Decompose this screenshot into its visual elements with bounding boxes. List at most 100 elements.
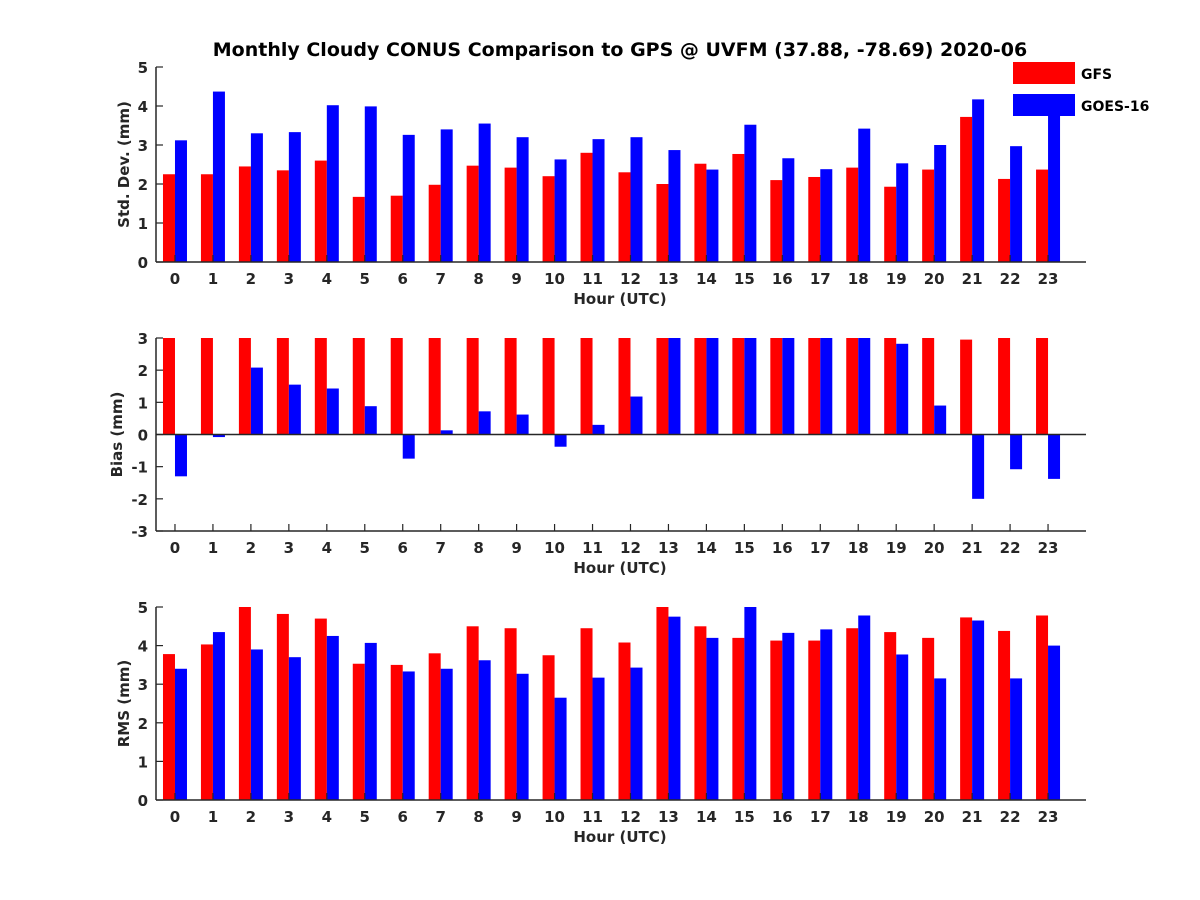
bias-bar-goes16-4 [326, 388, 339, 435]
std-dev-bar-gfs-10 [542, 176, 555, 262]
rms-bar-goes16-18 [858, 615, 871, 800]
rms-bar-gfs-23 [1036, 615, 1049, 800]
bias-bar-gfs-14 [694, 338, 707, 435]
std-dev-bar-gfs-17 [808, 176, 821, 262]
rms-bar-goes16-13 [668, 616, 681, 800]
rms-bar-gfs-7 [428, 653, 441, 800]
std-dev-bar-goes16-20 [934, 145, 947, 262]
rms-ytick-label: 0 [138, 792, 148, 810]
std-dev-xtick-label: 4 [322, 270, 332, 288]
std-dev-bar-goes16-18 [858, 128, 871, 262]
bias-bar-goes16-1 [212, 434, 225, 438]
std-dev-bar-gfs-18 [846, 167, 859, 262]
rms-bar-gfs-2 [238, 607, 251, 800]
bias-ytick-label: 0 [138, 427, 148, 445]
rms-bar-gfs-22 [998, 630, 1011, 800]
bias-xtick-label: 22 [1000, 539, 1021, 557]
rms-bar-goes16-21 [972, 620, 985, 800]
std-dev-xtick-label: 15 [734, 270, 755, 288]
std-dev-xtick-label: 13 [658, 270, 679, 288]
rms-bar-gfs-4 [314, 618, 327, 800]
bias-xtick-label: 10 [544, 539, 565, 557]
bias-bar-gfs-8 [466, 338, 479, 435]
bias-bar-gfs-4 [314, 338, 327, 435]
std-dev-bar-goes16-17 [820, 169, 833, 262]
std-dev-bar-gfs-6 [390, 195, 403, 262]
bias-xtick-label: 17 [810, 539, 831, 557]
std-dev-xtick-label: 9 [511, 270, 521, 288]
rms-xtick-label: 22 [1000, 808, 1021, 826]
rms-bar-goes16-14 [706, 637, 719, 800]
std-dev-bar-gfs-22 [998, 178, 1011, 262]
rms-xtick-label: 14 [696, 808, 717, 826]
std-dev-bar-gfs-14 [694, 163, 707, 262]
std-dev-bar-goes16-16 [782, 158, 795, 262]
rms-bar-gfs-14 [694, 626, 707, 800]
std-dev-ytick-label: 0 [138, 254, 148, 272]
bias-bar-gfs-21 [960, 339, 973, 435]
bias-ytick-label: -2 [131, 491, 148, 509]
std-dev-bar-gfs-1 [200, 174, 213, 262]
std-dev-xtick-label: 20 [924, 270, 945, 288]
rms-bar-gfs-20 [922, 637, 935, 800]
rms-bar-goes16-7 [440, 668, 453, 800]
bias-bar-gfs-9 [504, 338, 517, 435]
std-dev-bar-goes16-6 [402, 134, 415, 262]
rms-bar-gfs-21 [960, 617, 973, 800]
bias-bar-gfs-1 [200, 338, 213, 435]
std-dev-bar-gfs-15 [732, 153, 745, 262]
bias-xtick-label: 5 [360, 539, 370, 557]
rms-y-axis-label: RMS (mm) [115, 660, 133, 747]
rms-xtick-label: 7 [435, 808, 445, 826]
bias-bar-goes16-17 [820, 338, 833, 435]
bias-bar-goes16-15 [744, 338, 757, 435]
std-dev-bar-goes16-9 [516, 137, 529, 262]
bias-xtick-label: 23 [1038, 539, 1059, 557]
std-dev-bar-goes16-23 [1048, 98, 1061, 262]
std-dev-xtick-label: 5 [360, 270, 370, 288]
bias-xtick-label: 0 [170, 539, 180, 557]
std-dev-bar-goes16-10 [554, 159, 567, 262]
rms-bar-goes16-3 [288, 657, 301, 800]
std-dev-bar-goes16-1 [212, 91, 225, 262]
bias-bar-goes16-10 [554, 434, 567, 447]
bias-xtick-label: 12 [620, 539, 641, 557]
std-dev-xtick-label: 18 [848, 270, 869, 288]
bias-bar-gfs-23 [1036, 338, 1049, 435]
bias-bar-goes16-2 [250, 367, 263, 435]
bias-xtick-label: 19 [886, 539, 907, 557]
rms-xtick-label: 20 [924, 808, 945, 826]
bias-bar-goes16-13 [668, 338, 681, 435]
std-dev-bar-gfs-13 [656, 184, 669, 262]
rms-bar-goes16-1 [212, 632, 225, 800]
bias-bar-goes16-7 [440, 430, 453, 435]
rms-ytick-label: 1 [138, 753, 148, 771]
std-dev-xtick-label: 17 [810, 270, 831, 288]
rms-bar-goes16-12 [630, 667, 643, 800]
rms-bar-goes16-17 [820, 629, 833, 800]
std-dev-ytick-label: 2 [138, 176, 148, 194]
rms-bar-gfs-13 [656, 607, 669, 800]
rms-xtick-label: 6 [398, 808, 408, 826]
legend-label-gfs: GFS [1081, 67, 1112, 83]
std-dev-y-axis-label: Std. Dev. (mm) [115, 101, 133, 228]
std-dev-bar-goes16-13 [668, 150, 681, 262]
rms-ytick-label: 4 [138, 638, 148, 656]
std-dev-bar-goes16-12 [630, 137, 643, 262]
bias-ytick-label: -1 [131, 459, 148, 477]
bias-x-axis-label: Hour (UTC) [573, 559, 666, 577]
bias-bar-goes16-16 [782, 338, 795, 435]
rms-xtick-label: 5 [360, 808, 370, 826]
bias-xtick-label: 16 [772, 539, 793, 557]
bias-bar-goes16-3 [288, 384, 301, 435]
bias-bar-gfs-13 [656, 338, 669, 435]
rms-xtick-label: 17 [810, 808, 831, 826]
bias-xtick-label: 20 [924, 539, 945, 557]
std-dev-xtick-label: 1 [208, 270, 218, 288]
bias-ytick-label: 2 [138, 362, 148, 380]
bias-xtick-label: 18 [848, 539, 869, 557]
rms-xtick-label: 4 [322, 808, 332, 826]
std-dev-xtick-label: 3 [284, 270, 294, 288]
rms-bar-goes16-23 [1048, 645, 1061, 800]
rms-bar-goes16-20 [934, 678, 947, 800]
